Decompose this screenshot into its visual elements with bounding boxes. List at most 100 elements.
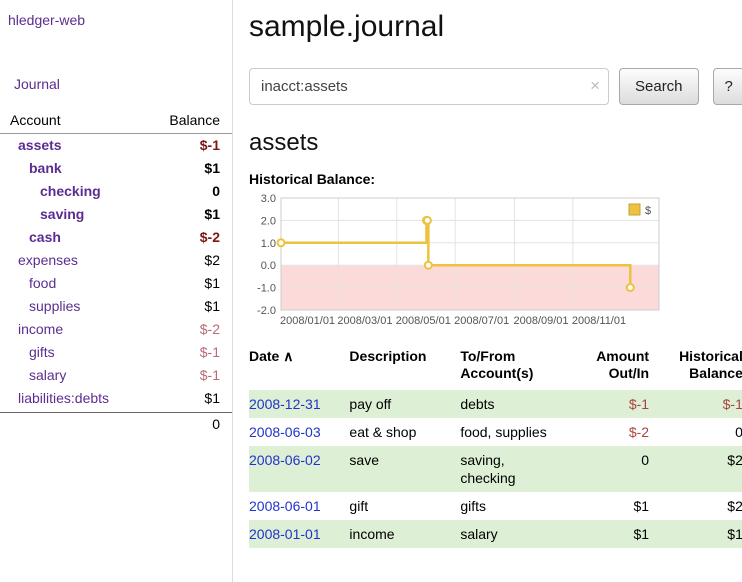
account-link[interactable]: supplies — [29, 298, 81, 314]
account-balance: $2 — [204, 252, 220, 268]
sidebar-item-journal[interactable]: Journal — [14, 76, 60, 92]
transaction-date-link[interactable]: 2008-06-03 — [249, 424, 321, 440]
register-header-date[interactable]: Date ∧ — [249, 348, 294, 364]
chart-title: Historical Balance: — [249, 171, 376, 187]
svg-text:2008/03/01: 2008/03/01 — [337, 315, 392, 327]
register-row: 2008-06-01 gift gifts $1 $2 — [249, 492, 742, 520]
account-balance: $-1 — [199, 137, 220, 153]
account-row-salary: salary $-1 — [0, 364, 232, 387]
historical-balance-chart: 3.0 2.0 1.0 0.0 -1.0 -2.0 2008/01/01 2008/03/01… — [249, 194, 663, 332]
account-row-saving: saving $1 — [0, 203, 232, 226]
account-link[interactable]: assets — [18, 137, 62, 153]
sidebar: hledger-web Journal Account Balance asse… — [0, 0, 233, 582]
clear-search-icon[interactable]: × — [590, 76, 600, 95]
account-balance: $-1 — [199, 367, 220, 383]
svg-text:2008/11/01: 2008/11/01 — [572, 315, 626, 327]
main-content: sample.journal × Search ? assets Histori… — [233, 0, 742, 582]
register-table: Date ∧ Description To/From Account(s) Amoun… — [249, 346, 742, 548]
cell-date: 2008-06-02 — [249, 446, 349, 492]
register-header-amount-out-in: Amount Out/In — [596, 348, 650, 381]
account-balance: $1 — [204, 275, 220, 291]
cell-accounts: salary — [460, 526, 498, 542]
sort-ascending-icon[interactable]: ∧ — [279, 348, 294, 364]
svg-text:2.0: 2.0 — [261, 215, 276, 227]
account-row-income: income $-2 — [0, 318, 232, 341]
chart-svg: 3.0 2.0 1.0 0.0 -1.0 -2.0 2008/01/01 2008/03/01… — [257, 194, 660, 327]
app-brand-link[interactable]: hledger-web — [8, 12, 86, 28]
account-row-assets: assets $-1 — [0, 134, 232, 157]
cell-amount: $1 — [633, 498, 650, 514]
accounts-balance-table: Account Balance assets $-1 bank $1 checking 0… — [0, 112, 232, 435]
account-link[interactable]: cash — [29, 229, 61, 245]
page-title: sample.journal — [249, 10, 445, 43]
cell-date: 2008-06-03 — [249, 418, 349, 446]
cell-description: eat & shop — [349, 424, 417, 440]
svg-text:3.0: 3.0 — [261, 194, 276, 205]
cell-description: pay off — [349, 396, 392, 412]
cell-accounts: debts — [460, 396, 495, 412]
transaction-date-link[interactable]: 2008-06-01 — [249, 498, 321, 514]
account-link[interactable]: salary — [29, 367, 67, 383]
account-link[interactable]: checking — [40, 183, 101, 199]
transaction-date-link[interactable]: 2008-01-01 — [249, 526, 321, 542]
account-balance: $1 — [204, 206, 220, 222]
accounts-total-value: 0 — [212, 416, 220, 432]
account-link[interactable]: expenses — [18, 252, 78, 268]
svg-text:2008/05/01: 2008/05/01 — [396, 315, 451, 327]
accounts-total: 0 — [0, 412, 232, 435]
svg-text:$: $ — [645, 205, 651, 217]
account-balance: $-2 — [199, 321, 220, 337]
svg-text:0.0: 0.0 — [261, 260, 276, 272]
help-button[interactable]: ? — [712, 68, 742, 105]
transaction-date-link[interactable]: 2008-12-31 — [249, 396, 321, 412]
account-balance: $1 — [204, 298, 220, 314]
register-header-to-from-account-s-: To/From Account(s) — [460, 348, 534, 381]
svg-text:-1.0: -1.0 — [257, 283, 276, 295]
svg-text:2008/07/01: 2008/07/01 — [454, 315, 509, 327]
account-row-liabilities-debts: liabilities:debts $1 — [0, 387, 232, 410]
accounts-header-balance: Balance — [169, 112, 220, 128]
search-box: × — [249, 68, 609, 105]
cell-balance: $1 — [727, 526, 742, 542]
account-link[interactable]: saving — [40, 206, 85, 222]
cell-amount: $1 — [633, 526, 650, 542]
cell-date: 2008-01-01 — [249, 520, 349, 548]
accounts-rows: assets $-1 bank $1 checking 0 saving $1 cash $-2 e… — [0, 134, 232, 410]
account-row-expenses: expenses $2 — [0, 249, 232, 272]
cell-balance: $-1 — [722, 396, 742, 412]
register-header-description: Description — [349, 348, 427, 364]
account-link[interactable]: food — [29, 275, 57, 291]
cell-description: gift — [349, 498, 369, 514]
cell-date: 2008-06-01 — [249, 492, 349, 520]
cell-accounts: food, supplies — [460, 424, 547, 440]
account-balance: $-1 — [199, 344, 220, 360]
search-input[interactable] — [249, 68, 609, 105]
account-row-bank: bank $1 — [0, 157, 232, 180]
register-row: 2008-01-01 income salary $1 $1 — [249, 520, 742, 548]
cell-balance: 0 — [735, 424, 742, 440]
account-row-cash: cash $-2 — [0, 226, 232, 249]
account-balance: $-2 — [199, 229, 220, 245]
cell-accounts: gifts — [460, 498, 486, 514]
account-balance: 0 — [212, 183, 220, 199]
account-row-checking: checking 0 — [0, 180, 232, 203]
search-button[interactable]: Search — [619, 68, 699, 105]
cell-balance: $2 — [727, 498, 742, 514]
transaction-date-link[interactable]: 2008-06-02 — [249, 452, 321, 468]
account-heading: assets — [249, 129, 319, 156]
svg-text:2008/01/01: 2008/01/01 — [280, 315, 335, 327]
register-row: 2008-06-03 eat & shop food, supplies $-2 0 — [249, 418, 742, 446]
accounts-table-header: Account Balance — [0, 112, 232, 134]
cell-amount: $-1 — [628, 396, 650, 412]
account-link[interactable]: income — [18, 321, 64, 337]
register-header-historical-balance: Historical Balance — [679, 348, 742, 381]
account-link[interactable]: liabilities:debts — [18, 390, 110, 406]
accounts-header-account: Account — [10, 112, 61, 128]
account-link[interactable]: gifts — [29, 344, 55, 360]
register-row: 2008-12-31 pay off debts $-1 $-1 — [249, 390, 742, 418]
cell-amount: $-2 — [628, 424, 650, 440]
account-link[interactable]: bank — [29, 160, 62, 176]
cell-description: save — [349, 452, 379, 468]
cell-amount: 0 — [641, 452, 650, 468]
